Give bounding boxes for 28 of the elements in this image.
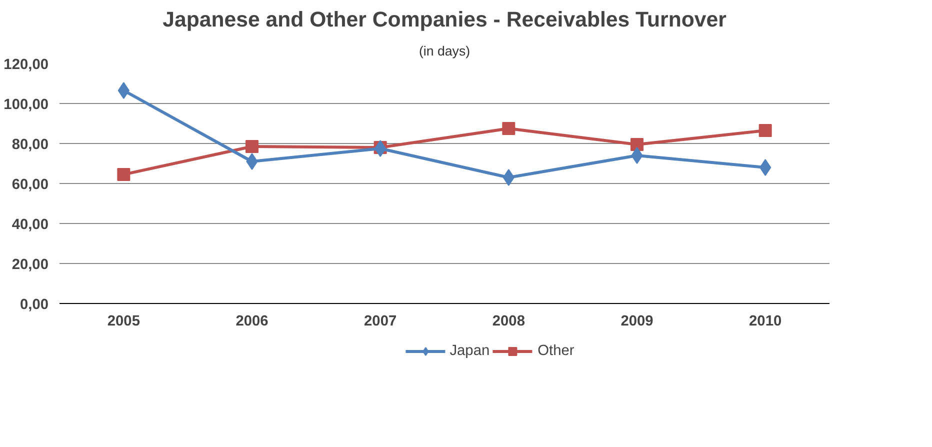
point [502,122,516,135]
x-tick-label: 2008 [492,314,525,330]
y-tick-label: 20,00 [12,257,49,273]
legend-label: Japan [450,342,490,358]
chart-title: Japanese and Other Companies - Receivables Turnover [162,8,726,32]
point [246,140,258,153]
point [760,159,772,176]
x-tick-label: 2006 [236,314,268,330]
y-tick-label: 60,00 [12,177,49,193]
y-tick-label: 80,00 [12,137,49,153]
point [246,153,258,170]
y-tick-label: 40,00 [12,217,49,233]
legend-label: Other [538,342,574,358]
x-tick-label: 2005 [107,314,140,330]
x-tick-label: 2010 [749,314,782,330]
point [631,147,643,164]
point [502,169,514,186]
point [758,124,772,137]
y-tick-label: 0,00 [20,297,49,313]
point [117,168,130,181]
point [118,82,130,99]
chart-subtitle: (in days) [418,44,470,58]
x-tick-label: 2009 [620,314,654,330]
y-tick-label: 100,00 [4,97,48,113]
y-tick-label: 120,00 [4,57,48,73]
point [374,140,386,157]
point [630,138,644,151]
x-tick-label: 2007 [364,314,397,330]
